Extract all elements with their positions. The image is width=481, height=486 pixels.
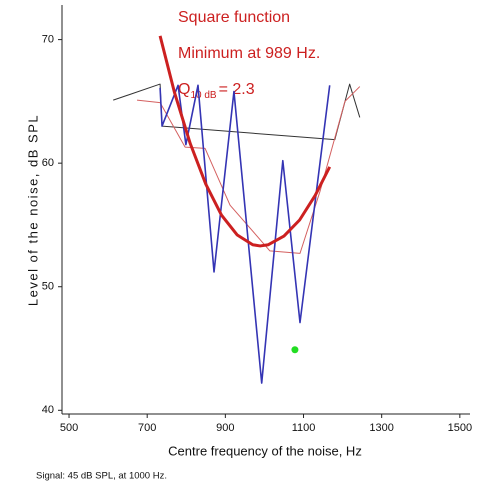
- q-annotation: Q10 dB = 2.3: [178, 81, 255, 100]
- signal-point: [291, 346, 299, 354]
- y-tick-label: 40: [42, 404, 54, 416]
- annotation: Square function: [178, 9, 290, 26]
- series-line: [113, 83, 361, 141]
- y-tick-label: 50: [42, 281, 54, 293]
- footer: Signal: 45 dB SPL, at 1000 Hz.: [36, 471, 167, 482]
- x-tick-label: 700: [138, 422, 156, 434]
- x-tick-label: 500: [60, 422, 78, 434]
- q-subscript: 10 dB: [190, 90, 216, 101]
- x-axis-title: Centre frequency of the noise, Hz: [168, 443, 362, 458]
- y-axis-title: Level of the noise, dB SPL: [25, 114, 40, 306]
- x-tick-label: 1500: [448, 422, 472, 434]
- series-line: [159, 84, 331, 384]
- series-line: [158, 35, 332, 248]
- y-tick-label: 70: [42, 34, 54, 46]
- x-tick-label: 1100: [292, 422, 316, 434]
- q-value: = 2.3: [219, 81, 255, 98]
- y-tick-label: 60: [42, 157, 54, 169]
- annotation: Minimum at 989 Hz.: [178, 45, 320, 62]
- x-tick-label: 1300: [369, 422, 393, 434]
- series-line: [136, 86, 361, 254]
- q-symbol: Q: [178, 81, 190, 98]
- x-tick-label: 900: [216, 422, 234, 434]
